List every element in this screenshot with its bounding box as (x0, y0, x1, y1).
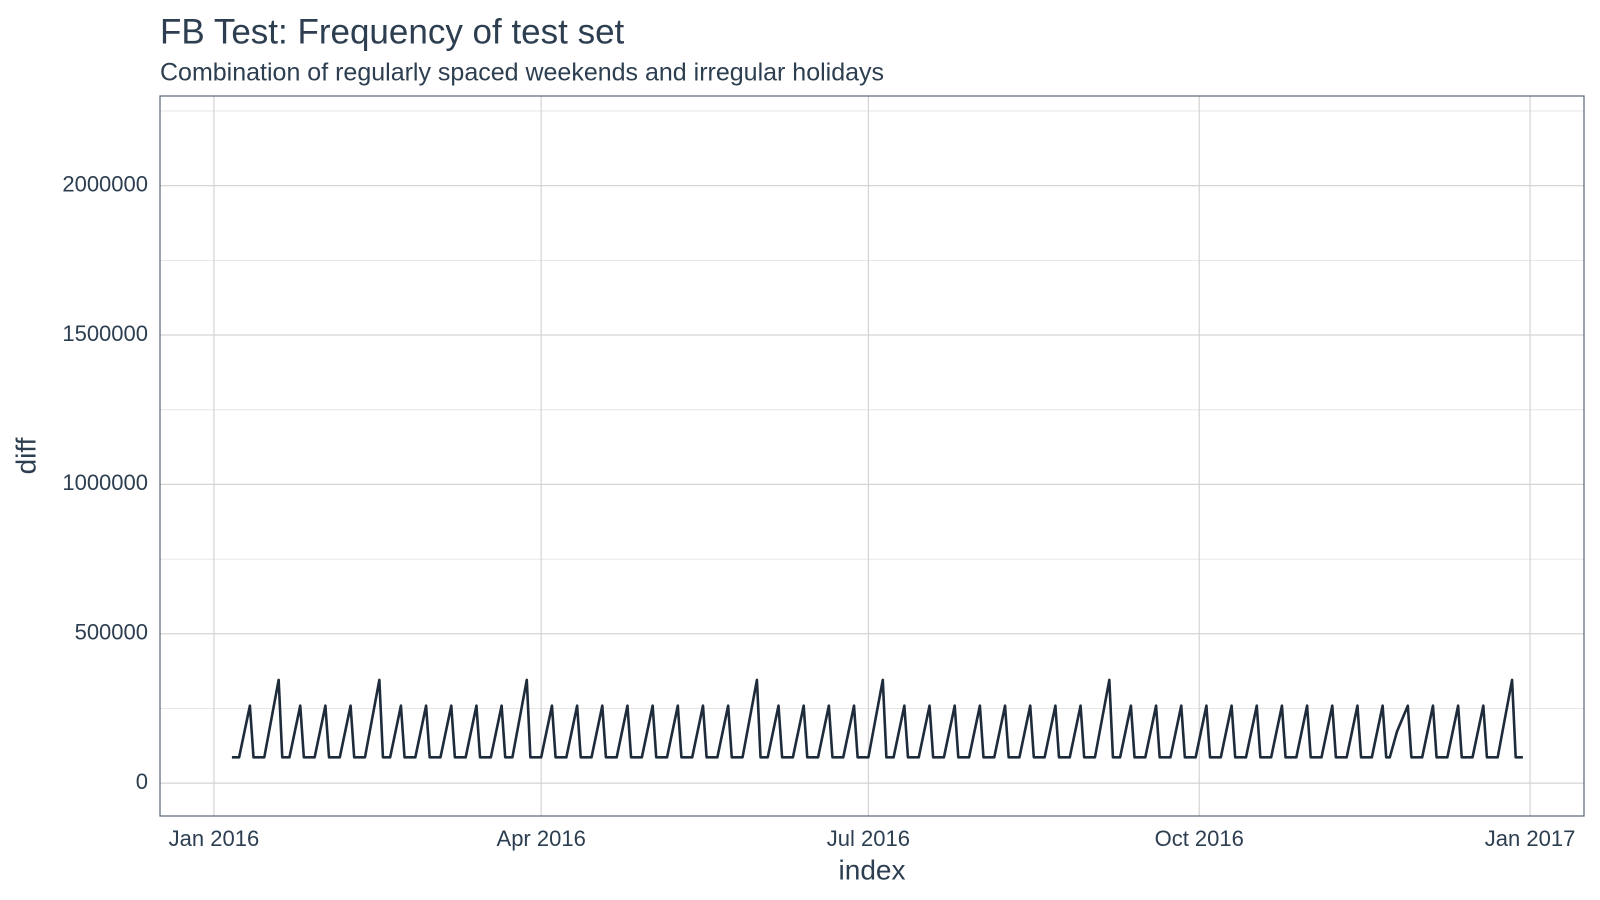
x-tick-label: Jan 2016 (169, 826, 260, 851)
y-tick-label: 2000000 (62, 171, 148, 196)
x-tick-label: Jul 2016 (827, 826, 910, 851)
plot-border (159, 95, 1585, 817)
x-axis-title: index (839, 854, 906, 885)
y-tick-label: 500000 (75, 620, 148, 645)
x-tick-label: Oct 2016 (1155, 826, 1244, 851)
chart-subtitle: Combination of regularly spaced weekends… (160, 59, 884, 87)
x-tick-label: Jan 2017 (1485, 826, 1576, 851)
y-axis-title: diff (10, 437, 41, 474)
x-tick-label: Apr 2016 (497, 826, 586, 851)
data-line (231, 678, 1523, 759)
chart-title: FB Test: Frequency of test set (160, 12, 625, 51)
y-tick-label: 0 (136, 769, 148, 794)
y-tick-label: 1500000 (62, 321, 148, 346)
y-tick-label: 1000000 (62, 470, 148, 495)
